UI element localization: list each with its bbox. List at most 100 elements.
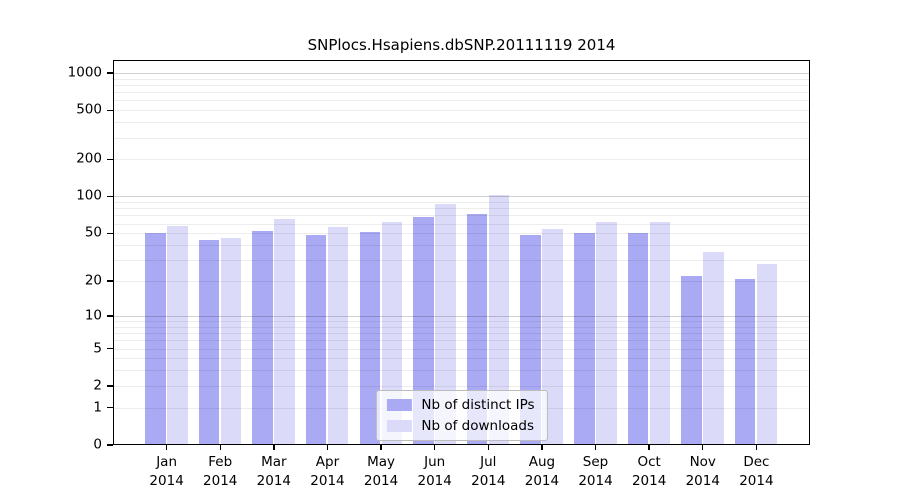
gridline-minor [113,321,810,322]
bar-downloads-aug [542,229,563,445]
year-label: 2014 [310,472,345,489]
x-tick-label: Mar 2014 [239,453,309,490]
bar-distinct-ips-mar [252,231,273,445]
x-tick-mark [165,445,168,450]
x-tick-label: Dec 2014 [721,453,791,490]
y-tick-label: 1000 [67,64,102,81]
x-tick-mark [433,445,436,450]
y-tick-label: 0 [93,436,102,453]
y-tick-label: 2 [93,377,102,394]
y-tick-mark [107,315,113,317]
bar-downloads-nov [703,252,724,445]
month-label: Jul [480,454,497,470]
legend: Nb of distinct IPs Nb of downloads [375,390,548,441]
x-tick-mark [594,445,597,450]
y-tick-mark [107,347,113,350]
x-tick-label: Nov 2014 [668,453,738,490]
month-label: Nov [689,454,716,470]
x-tick-label: Apr 2014 [292,453,362,490]
y-tick-label: 5 [93,340,102,357]
y-tick-mark [107,232,113,234]
y-tick-label: 10 [84,307,102,324]
y-tick-mark [107,195,113,198]
chart-title: SNPlocs.Hsapiens.dbSNP.20111119 2014 [307,36,616,54]
month-label: Jun [424,454,446,470]
x-tick-mark [702,445,704,450]
bar-distinct-ips-oct [627,233,649,445]
month-label: Apr [315,454,340,470]
legend-entry: Nb of distinct IPs [386,397,535,413]
x-tick-mark [380,445,382,450]
gridline-minor [113,110,810,112]
bar-distinct-ips-dec [734,278,756,445]
bar-downloads-dec [756,263,778,445]
legend-label: Nb of downloads [421,418,534,434]
month-label: Feb [208,454,233,470]
y-tick-label: 500 [76,101,102,118]
y-tick-label: 50 [84,224,102,241]
gridline-minor [113,215,810,217]
legend-swatch [386,420,412,432]
bar-downloads-feb [220,237,242,445]
x-tick-mark [487,445,489,450]
y-tick-mark [107,280,113,282]
gridline-minor [113,340,810,342]
x-tick-label: Sep 2014 [561,453,631,490]
bar-downloads-may [381,221,403,445]
bar-distinct-ips-feb [198,240,220,445]
year-label: 2014 [578,472,613,489]
bar-downloads-oct [649,221,671,445]
grid-layer [113,60,810,445]
y-tick-label: 100 [76,188,102,205]
gridline-minor [113,78,810,80]
y-tick-mark [107,444,113,446]
x-tick-label: Feb 2014 [185,453,255,490]
y-tick-mark [107,109,113,111]
gridline-minor [113,281,810,283]
gridline-minor [113,370,810,372]
legend-entry: Nb of downloads [386,418,534,434]
year-label: 2014 [203,472,238,489]
gridline-minor [113,223,810,225]
gridline-minor [113,100,810,102]
plot-area: Nb of distinct IPs Nb of downloads [113,60,810,445]
x-tick-mark [541,445,543,450]
gridline-minor [113,385,810,387]
gridline-minor [113,202,810,204]
year-label: 2014 [631,472,667,489]
bar-downloads-jul [488,194,510,445]
year-label: 2014 [363,472,399,489]
gridline-minor [113,92,810,94]
year-label: 2014 [471,472,506,489]
y-tick-mark [107,158,113,161]
bar-distinct-ips-nov [681,276,702,445]
bar-distinct-ips-may [359,232,381,445]
x-tick-mark [755,445,758,450]
month-label: Jan [156,454,178,470]
gridline-minor [113,233,810,235]
bar-distinct-ips-jul [466,213,488,445]
year-label: 2014 [417,472,452,489]
month-label: May [367,454,396,470]
x-tick-mark [273,445,275,450]
x-tick-label: Jan 2014 [132,453,202,490]
year-label: 2014 [256,472,292,489]
month-label: Sep [582,454,609,470]
year-label: 2014 [685,472,720,489]
month-label: Dec [743,454,770,470]
gridline-minor [113,348,810,350]
bar-downloads-jan [167,226,188,445]
bar-distinct-ips-jun [413,216,434,445]
bar-distinct-ips-sep [574,233,595,445]
x-tick-label: Jun 2014 [400,453,470,490]
x-tick-label: Aug 2014 [507,453,577,490]
x-tick-label: Jul 2014 [453,453,523,490]
y-tick-mark [107,72,113,74]
gridline-minor [113,260,810,262]
x-tick-mark [219,445,221,450]
gridline-major [113,72,810,74]
y-tick-label: 200 [76,151,102,168]
bar-downloads-mar [274,219,295,445]
gridline-minor [113,358,810,360]
